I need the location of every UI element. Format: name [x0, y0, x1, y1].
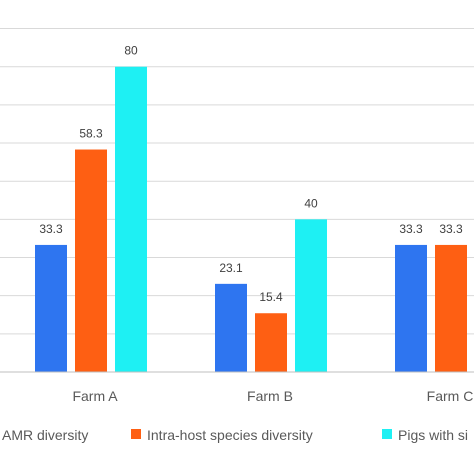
legend-swatch — [131, 429, 141, 439]
legend-swatch — [382, 429, 392, 439]
category-labels: Farm A Farm B Farm C — [72, 388, 473, 404]
bar-farm-c-series-2 — [435, 244, 467, 372]
category-label: Farm C — [427, 388, 474, 404]
data-label: 15.4 — [259, 290, 283, 304]
bar-farm-b-series-1 — [215, 283, 247, 372]
category-label: Farm A — [72, 388, 118, 404]
bar-farm-a-series-2 — [75, 149, 107, 372]
data-label: 58.3 — [79, 127, 103, 141]
legend: AMR diversity Intra-host species diversit… — [2, 427, 468, 443]
data-label: 40 — [304, 196, 318, 210]
bar-farm-a-series-3 — [115, 66, 147, 372]
category-label: Farm B — [247, 388, 293, 404]
legend-label: AMR diversity — [2, 427, 88, 443]
data-label: 80 — [124, 44, 138, 58]
data-label: 33.3 — [39, 222, 63, 236]
legend-label: Intra-host species diversity — [147, 427, 313, 443]
data-label: 33.3 — [439, 222, 463, 236]
bar-farm-c-series-1 — [395, 244, 427, 372]
data-label: 33.3 — [399, 222, 423, 236]
data-label: 23.1 — [219, 261, 243, 275]
bars — [35, 66, 467, 372]
bar-farm-b-series-2 — [255, 313, 287, 372]
legend-label: Pigs with si — [398, 427, 468, 443]
bar-farm-a-series-1 — [35, 244, 67, 372]
data-labels: 33.3 58.3 80 23.1 15.4 40 33.3 33.3 — [39, 44, 463, 305]
bar-farm-b-series-3 — [295, 219, 327, 372]
